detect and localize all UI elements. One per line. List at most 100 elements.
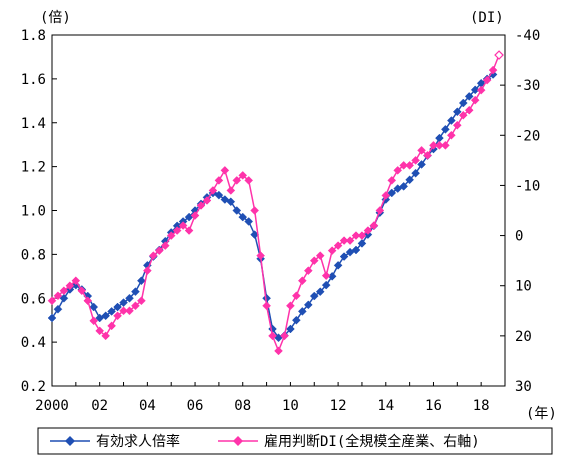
series-1-point — [137, 276, 146, 286]
series-2-point — [262, 301, 271, 311]
series-1-point — [452, 107, 462, 117]
series-2-point — [381, 191, 391, 200]
series-1-point — [59, 293, 69, 303]
series-2-point — [53, 291, 63, 301]
series-layer — [47, 50, 504, 356]
series-1-point — [309, 291, 319, 301]
series-2-point — [83, 296, 93, 306]
legend-label-series-1: 有効求人倍率 — [96, 433, 180, 450]
series-2-point — [458, 110, 468, 120]
series-2-point — [232, 176, 242, 185]
legend-marker-series-2 — [233, 436, 243, 446]
series-2-point — [59, 286, 69, 296]
series-1-point — [303, 300, 313, 310]
series-2-point — [393, 166, 403, 175]
series-2-point — [119, 306, 128, 316]
series-1-point — [107, 307, 116, 316]
series-2-point — [297, 276, 307, 286]
series-2-point — [71, 276, 81, 286]
series-1-point — [339, 252, 349, 261]
series-2-point — [196, 201, 206, 210]
series-2-point — [131, 301, 140, 311]
series-1-point — [333, 260, 343, 270]
series-1-point — [411, 168, 420, 178]
plot-frame — [51, 34, 506, 387]
x-tick-label: 08 — [234, 398, 251, 414]
series-1-point — [244, 217, 254, 226]
series-2-point — [470, 95, 480, 105]
series-2-point — [363, 226, 373, 235]
legend-label-series-2: 雇用判断DI(全規模全産業、右軸) — [264, 433, 480, 450]
x-tick-label: 06 — [187, 398, 204, 414]
series-1-point — [101, 311, 110, 321]
series-2-point — [321, 271, 331, 281]
series-2-point — [315, 251, 325, 260]
series-1-point — [405, 175, 414, 185]
series-2-point — [327, 246, 337, 255]
y2-tick-label: -20 — [515, 128, 540, 144]
series-2-point — [190, 211, 200, 220]
series-2-point — [256, 251, 265, 260]
x-tick-label: 14 — [377, 398, 394, 414]
series-2-point — [345, 236, 355, 245]
series-2-point — [292, 291, 301, 301]
series-2-point — [250, 206, 260, 215]
series-1-point — [297, 307, 307, 316]
series-2-point — [137, 296, 146, 306]
series-1-point — [113, 302, 122, 312]
series-2-point — [375, 206, 385, 215]
series-2-point — [208, 186, 218, 195]
y-tick-label: 0.6 — [21, 291, 46, 307]
series-2-point — [482, 75, 492, 85]
x-tick-label: 02 — [91, 398, 108, 414]
y-tick-label: 0.2 — [21, 379, 46, 395]
y-tick-label: 1.6 — [21, 72, 46, 88]
y-tick-label: 0.4 — [21, 335, 46, 351]
y-tick-label: 1.8 — [21, 28, 46, 44]
series-1-point — [47, 313, 57, 323]
series-2-point — [399, 161, 409, 170]
y2-tick-label: 30 — [515, 379, 532, 395]
series-2-point — [238, 171, 248, 180]
series-1-point — [125, 293, 134, 303]
series-1-point — [53, 304, 63, 314]
series-1-point — [286, 324, 295, 334]
series-1-point — [292, 315, 301, 325]
series-1-point — [321, 280, 331, 290]
series-2-point — [107, 321, 116, 331]
series-2-point — [89, 316, 99, 326]
series-2-point — [369, 221, 379, 230]
y-tick-label: 0.8 — [21, 247, 46, 263]
legend: 有効求人倍率 雇用判断DI(全規模全産業、右軸) — [37, 427, 553, 455]
y-tick-label: 1.0 — [21, 204, 46, 220]
y2-tick-label: -40 — [515, 28, 540, 44]
series-2-point — [202, 196, 212, 205]
series-1-point — [238, 212, 248, 222]
series-2-point — [65, 281, 75, 291]
series-2-point — [429, 140, 438, 150]
x-tick-label: 2000 — [35, 398, 69, 414]
legend-box — [37, 427, 553, 455]
y2-tick-label: 0 — [515, 229, 523, 245]
y2-tick-label: 20 — [515, 329, 532, 345]
series-1-point — [232, 206, 242, 215]
x-tick-label: 16 — [425, 398, 442, 414]
y-tick-label: 1.2 — [21, 160, 46, 176]
series-2-point — [357, 231, 367, 240]
series-1-point — [351, 245, 361, 255]
x-tick-label: 04 — [139, 398, 156, 414]
series-2-point — [166, 231, 176, 240]
series-2-point — [333, 241, 343, 250]
series-2-point — [226, 186, 236, 195]
series-2-point — [113, 311, 122, 321]
series-2-point — [101, 331, 110, 341]
series-2-point — [47, 296, 57, 306]
series-2-point — [441, 140, 450, 150]
y2-tick-label: -30 — [515, 78, 540, 94]
series-2-point — [274, 346, 283, 356]
series-1-point — [435, 133, 444, 143]
series-2-point — [476, 85, 486, 95]
series-2-point — [309, 256, 319, 265]
